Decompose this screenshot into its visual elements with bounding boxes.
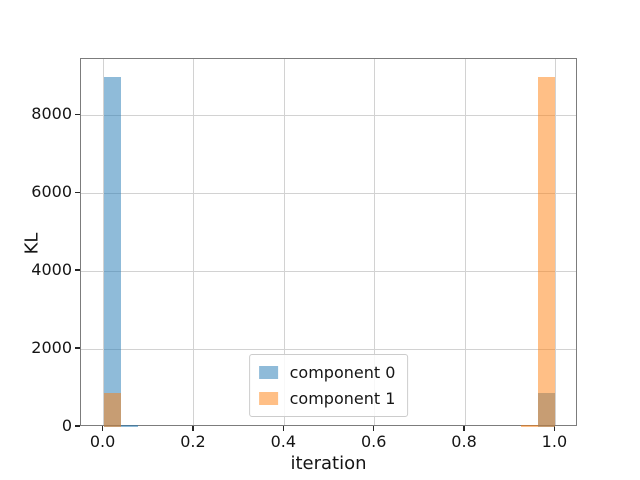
histogram-bar — [538, 76, 556, 427]
x-tick-label: 0.2 — [180, 432, 206, 451]
y-gridline — [81, 270, 576, 272]
x-tick-mark — [192, 426, 194, 431]
x-tick-mark — [463, 426, 465, 431]
legend: component 0 component 1 — [248, 354, 409, 417]
x-tick-mark — [101, 426, 104, 431]
histogram-bar — [120, 425, 139, 427]
bars-layer — [81, 59, 576, 427]
legend-label-component-0: component 0 — [289, 363, 396, 382]
y-tick-mark — [75, 113, 80, 116]
x-gridline — [193, 59, 195, 425]
histogram-bar — [520, 425, 538, 427]
y-tick-label: 4000 — [31, 260, 72, 280]
y-gridline — [81, 348, 576, 350]
legend-entry-component-0: component 0 — [258, 363, 396, 382]
x-tick-label: 0.0 — [89, 432, 116, 451]
x-tick-label: 1.0 — [541, 432, 568, 451]
legend-swatch-component-0 — [258, 366, 278, 379]
plot-area: component 0 component 1 — [80, 58, 577, 427]
x-tick-label: 0.4 — [270, 432, 297, 451]
legend-entry-component-1: component 1 — [258, 389, 396, 408]
y-axis-label: KL — [21, 232, 43, 255]
histogram-bar — [103, 392, 121, 427]
x-tick-mark — [372, 426, 375, 431]
y-tick-mark — [75, 347, 80, 349]
y-gridline — [81, 114, 576, 116]
x-tick-mark — [282, 426, 285, 431]
y-tick-label: 2000 — [31, 338, 72, 358]
x-tick-mark — [553, 426, 556, 431]
histogram-bar — [103, 76, 121, 427]
x-gridline — [374, 59, 376, 425]
y-tick-label: 0 — [61, 416, 72, 435]
y-gridline — [81, 192, 576, 194]
y-tick-mark — [75, 191, 80, 194]
x-tick-label: 0.8 — [451, 432, 477, 451]
y-tick-mark — [75, 425, 80, 427]
x-axis-label: iteration — [290, 453, 367, 474]
legend-label-component-1: component 1 — [289, 389, 396, 408]
x-gridline — [283, 59, 285, 425]
x-gridline — [554, 59, 556, 425]
legend-swatch-component-1 — [258, 392, 278, 405]
y-tick-mark — [75, 269, 80, 271]
y-tick-label: 8000 — [31, 104, 72, 124]
x-gridline — [464, 59, 466, 425]
y-tick-label: 6000 — [31, 182, 72, 202]
x-tick-label: 0.6 — [360, 432, 387, 451]
